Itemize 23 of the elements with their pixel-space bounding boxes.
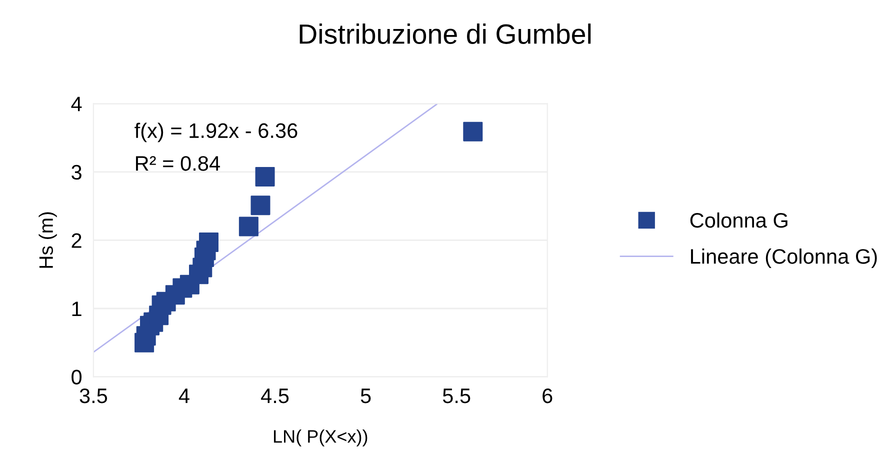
x-tick-label: 4.5 xyxy=(261,388,289,404)
y-axis-title: Hs (m) xyxy=(38,212,57,268)
legend-label: Colonna G xyxy=(690,212,788,228)
x-tick-label: 4 xyxy=(178,388,190,404)
point xyxy=(250,196,270,216)
x-tick-label: 6 xyxy=(542,388,552,404)
annotation: R² = 0.84 xyxy=(136,156,220,171)
x-tick-label: 3.5 xyxy=(80,388,108,404)
x-tick-label: 5 xyxy=(360,388,371,404)
y-tick-label: 4 xyxy=(71,96,82,112)
point xyxy=(238,216,258,236)
y-tick-label: 1 xyxy=(72,302,82,316)
x-tick-label: 5.5 xyxy=(442,388,470,404)
legend-label: Lineare (Colonna G) xyxy=(691,248,877,268)
x-axis-title: LN( P(X<x)) xyxy=(274,430,368,446)
y-tick-label: 2 xyxy=(72,233,82,248)
annotation: f(x) = 1.92x - 6.36 xyxy=(134,122,298,142)
point xyxy=(463,122,483,142)
point xyxy=(255,166,275,186)
y-tick-label: 0 xyxy=(72,370,82,385)
chart-title: Distribuzione di Gumbel xyxy=(300,24,591,44)
point xyxy=(198,232,218,252)
y-tick-label: 3 xyxy=(72,164,82,180)
